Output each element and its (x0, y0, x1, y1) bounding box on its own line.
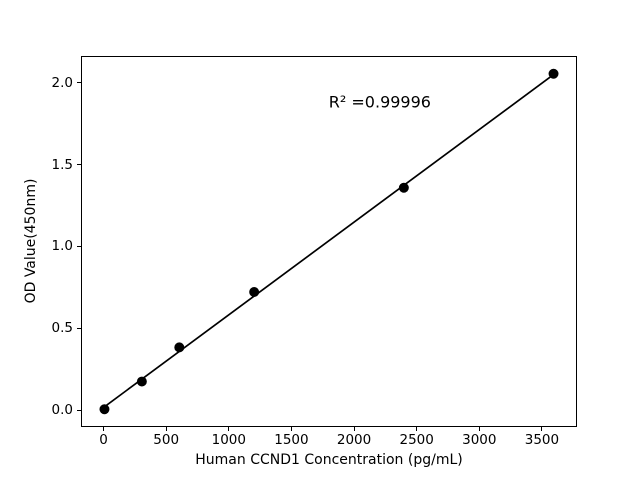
r-squared-annotation: R² =0.99996 (328, 92, 431, 112)
data-point (398, 182, 409, 193)
y-tick-mark (77, 82, 81, 84)
x-tick-label: 1500 (274, 432, 309, 448)
y-tick-label: 2.0 (51, 74, 73, 91)
y-tick-label: 0.0 (51, 402, 73, 419)
x-tick-mark (416, 427, 418, 431)
x-tick-label: 2500 (399, 432, 434, 448)
x-tick-mark (353, 427, 355, 431)
x-tick-label: 3000 (462, 432, 497, 448)
x-tick-mark (165, 427, 167, 431)
plot-area: R² =0.99996 (81, 56, 577, 427)
y-tick-mark (77, 409, 81, 411)
x-tick-label: 2000 (336, 432, 372, 448)
y-tick-mark (77, 164, 81, 166)
x-tick-mark (478, 427, 480, 431)
y-tick-label: 0.5 (51, 320, 73, 337)
data-point (174, 342, 185, 353)
x-tick-label: 3500 (524, 432, 560, 448)
x-tick-mark (290, 427, 292, 431)
x-tick-mark (103, 427, 105, 431)
data-point (136, 376, 147, 387)
y-tick-label: 1.0 (51, 238, 73, 255)
x-tick-label: 1000 (211, 432, 246, 448)
plot-canvas (99, 68, 559, 415)
x-tick-mark (541, 427, 543, 431)
fit-line (103, 73, 555, 408)
data-point (548, 68, 559, 79)
y-tick-label: 1.5 (51, 156, 73, 173)
x-tick-label: 500 (153, 432, 180, 448)
x-axis-label: Human CCND1 Concentration (pg/mL) (195, 452, 463, 468)
y-tick-mark (77, 245, 81, 247)
x-tick-label: 0 (99, 432, 108, 448)
x-tick-mark (228, 427, 230, 431)
data-point (99, 404, 110, 415)
data-point (249, 287, 260, 297)
y-tick-mark (77, 327, 81, 329)
